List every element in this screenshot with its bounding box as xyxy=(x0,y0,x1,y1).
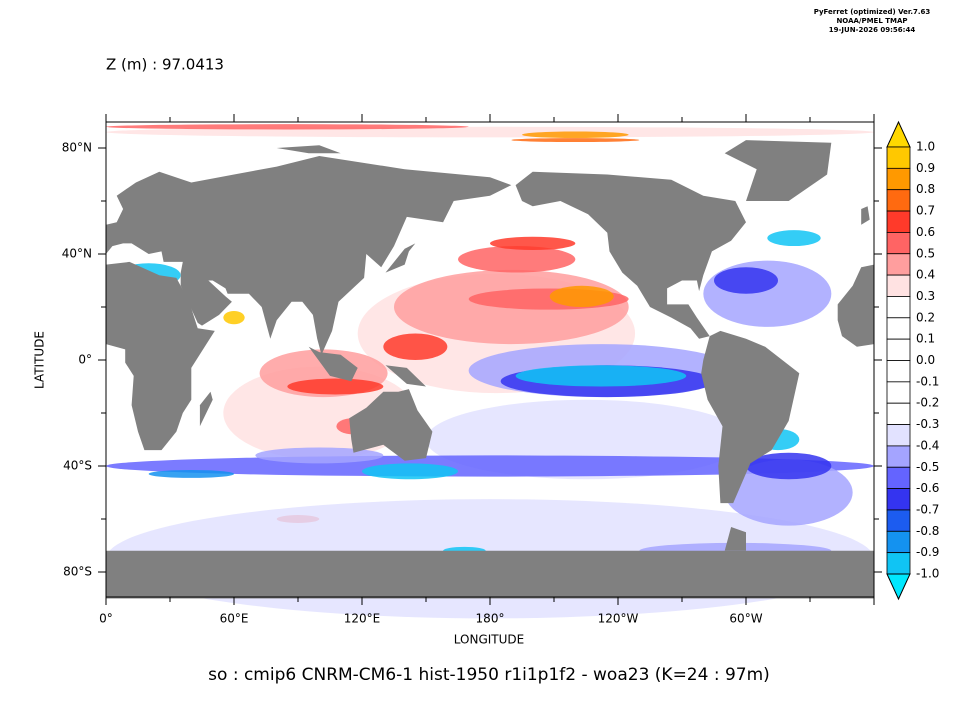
colorbar-band xyxy=(886,338,911,361)
colorbar-label: -0.8 xyxy=(916,524,939,538)
colorbar-under xyxy=(886,573,911,601)
x-tick-label: 120°E xyxy=(344,612,381,626)
anomaly-patch xyxy=(490,236,576,251)
colorbar-label: -0.6 xyxy=(916,481,939,495)
subtitle: Z (m) : 97.0413 xyxy=(106,56,224,74)
x-tick-label: 60°E xyxy=(220,612,249,626)
x-tick-label: 120°W xyxy=(598,612,639,626)
credit: 19-JUN-2026 09:56:44 xyxy=(829,26,916,34)
anomaly-patch xyxy=(287,378,384,395)
colorbar-label: 0.7 xyxy=(916,204,935,218)
colorbar-label: -0.9 xyxy=(916,545,939,559)
footer-title: so : cmip6 CNRM-CM6-1 hist-1950 r1i1p1f2… xyxy=(208,665,770,685)
y-tick-label: 40°S xyxy=(63,459,92,473)
x-tick-label: 0° xyxy=(99,612,113,626)
colorbar-label: 0.6 xyxy=(916,225,935,239)
colorbar-label: -0.4 xyxy=(916,438,939,452)
colorbar-band xyxy=(886,317,911,340)
land xyxy=(106,550,874,599)
colorbar-label: -0.2 xyxy=(916,396,939,410)
anomaly-patch xyxy=(223,310,245,325)
land xyxy=(349,389,433,461)
anomaly-patch xyxy=(767,230,821,247)
x-tick-label: 60°W xyxy=(729,612,762,626)
y-tick-label: 0° xyxy=(78,353,92,367)
colorbar-band xyxy=(886,274,911,297)
colorbar-band xyxy=(886,189,911,212)
colorbar-label: 0.8 xyxy=(916,182,935,196)
colorbar-label: 1.0 xyxy=(916,140,935,154)
colorbar-label: -0.7 xyxy=(916,502,939,516)
land xyxy=(308,346,358,382)
anomaly-patch xyxy=(106,126,874,138)
credit: PyFerret (optimized) Ver.7.63 xyxy=(814,8,931,16)
colorbar-label: 0.2 xyxy=(916,310,935,324)
colorbar-band xyxy=(886,488,911,511)
colorbar-label: 0.0 xyxy=(916,353,935,367)
colorbar-label: -0.5 xyxy=(916,460,939,474)
y-tick-label: 40°N xyxy=(62,247,92,261)
x-axis-label: LONGITUDE xyxy=(454,633,524,647)
land xyxy=(724,140,832,201)
colorbar-label: 0.4 xyxy=(916,268,935,282)
credit: NOAA/PMEL TMAP xyxy=(836,17,907,25)
colorbar-band xyxy=(886,445,911,468)
land xyxy=(199,391,213,427)
map: 0° 60°E 120°E 180° 120°W 60°W 80°N 40°N 0° 40°S 80… xyxy=(62,114,882,626)
land xyxy=(861,206,870,225)
colorbar-band xyxy=(886,231,911,255)
anomaly-patch xyxy=(511,138,640,143)
colorbar-band xyxy=(886,381,911,404)
colorbar-label: 0.3 xyxy=(916,289,935,303)
land xyxy=(385,243,416,273)
colorbar-label: -0.3 xyxy=(916,417,939,431)
land xyxy=(701,330,800,504)
anomaly-patch xyxy=(522,131,629,139)
land xyxy=(106,156,512,355)
colorbar: 1.0 0.9 0.8 0.7 0.6 0.5 0.4 0.3 0.2 0.1 0.0 -0.1 -0.… xyxy=(886,120,939,601)
colorbar-band xyxy=(886,530,911,554)
anomaly-patch xyxy=(255,447,384,464)
colorbar-band xyxy=(886,552,911,575)
colorbar-band xyxy=(886,296,911,319)
anomaly-patch xyxy=(746,452,832,480)
colorbar-label: -1.0 xyxy=(916,567,939,581)
colorbar-label: 0.1 xyxy=(916,332,935,346)
land xyxy=(515,171,746,339)
y-tick-label: 80°S xyxy=(63,565,92,579)
anomaly-patch xyxy=(549,285,614,307)
colorbar-label: 0.5 xyxy=(916,246,935,260)
colorbar-band xyxy=(886,424,911,447)
land xyxy=(276,145,341,154)
anomaly-patch xyxy=(106,124,469,130)
land xyxy=(724,527,746,551)
land xyxy=(837,264,874,347)
anomaly-patch xyxy=(515,365,687,387)
colorbar-band xyxy=(886,253,911,276)
colorbar-band xyxy=(886,167,911,191)
anomaly-patch xyxy=(362,463,458,480)
land xyxy=(385,365,426,387)
y-axis-label: LATITUDE xyxy=(33,331,47,389)
anomaly-patch xyxy=(458,246,576,273)
anomaly-patch xyxy=(383,333,448,360)
colorbar-band xyxy=(886,210,911,233)
anomaly-patch xyxy=(148,469,234,478)
colorbar-label: -0.1 xyxy=(916,374,939,388)
colorbar-band xyxy=(886,146,911,169)
colorbar-over xyxy=(886,120,911,148)
colorbar-band xyxy=(886,402,911,425)
x-tick-label: 180° xyxy=(476,612,505,626)
anomaly-patch xyxy=(703,260,832,327)
colorbar-label: 0.9 xyxy=(916,161,935,175)
land xyxy=(106,261,215,451)
anomaly-patch xyxy=(714,267,778,294)
colorbar-band xyxy=(886,466,911,490)
colorbar-band xyxy=(886,509,911,532)
y-tick-label: 80°N xyxy=(62,141,92,155)
colorbar-band xyxy=(886,360,911,383)
anomaly-patch xyxy=(724,459,853,526)
